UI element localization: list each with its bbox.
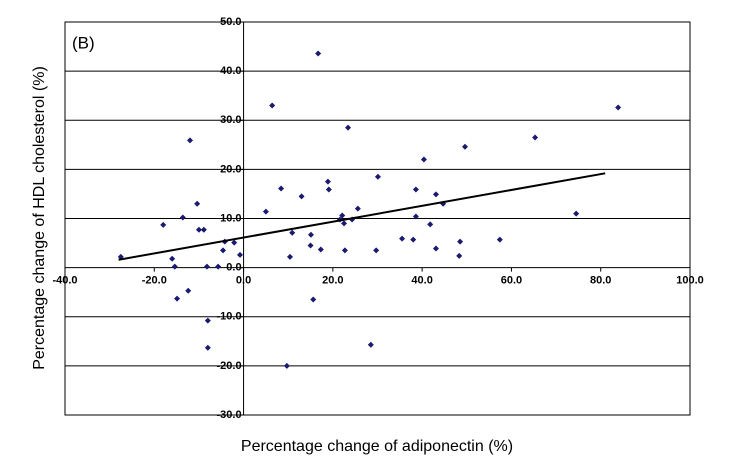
point (289, 229, 296, 236)
point (160, 221, 167, 228)
point (179, 214, 186, 221)
point (187, 137, 193, 144)
point (341, 247, 348, 254)
point (231, 239, 238, 246)
point (412, 186, 419, 193)
point (462, 143, 468, 150)
point (412, 213, 419, 220)
trendline (118, 172, 606, 261)
point (325, 186, 332, 193)
point (204, 344, 211, 351)
y-axis-label: Percentage change of HDL cholesterol (%) (31, 66, 48, 370)
x-tick-label: 0.0 (236, 275, 251, 287)
point (195, 226, 202, 233)
point (373, 247, 380, 254)
point (171, 263, 178, 270)
y-tick-label: 10.0 (220, 212, 241, 224)
y-tick-label: 30.0 (220, 114, 241, 126)
point (287, 253, 293, 260)
point (432, 191, 439, 198)
point (298, 193, 305, 200)
point (427, 221, 434, 228)
point (283, 362, 290, 369)
point (269, 102, 276, 109)
point (410, 236, 417, 243)
point (215, 263, 222, 270)
point (174, 295, 181, 302)
y-tick-label: 40.0 (220, 65, 241, 77)
point (203, 263, 210, 270)
point (200, 226, 207, 233)
point (169, 255, 176, 262)
y-tick-label: 20.0 (220, 163, 241, 175)
point (367, 341, 374, 348)
point (573, 210, 580, 217)
point (310, 296, 317, 303)
x-tick-label: -40.0 (52, 275, 77, 287)
point (262, 208, 269, 215)
point (315, 50, 322, 57)
y-tick-label: 50.0 (220, 16, 241, 28)
point (237, 251, 243, 258)
point (399, 235, 406, 242)
point (194, 200, 201, 207)
point (532, 134, 539, 141)
x-tick-label: 60.0 (501, 275, 522, 287)
y-tick-label: -30.0 (216, 409, 241, 421)
point (278, 185, 285, 192)
point (345, 124, 352, 131)
point (324, 178, 331, 185)
point (317, 246, 324, 253)
point (457, 238, 464, 245)
point (185, 287, 192, 294)
point (374, 173, 381, 180)
x-tick-label: -20.0 (142, 275, 167, 287)
y-tick-label: -20.0 (216, 360, 241, 372)
point (420, 156, 427, 163)
point (339, 212, 346, 219)
point (204, 317, 211, 324)
point (341, 220, 348, 227)
point (615, 104, 622, 111)
point (354, 205, 361, 212)
x-axis-label: Percentage change of adiponectin (%) (241, 438, 513, 455)
point (432, 245, 439, 252)
y-tick-label: 0.0 (226, 262, 241, 274)
x-tick-label: 20.0 (322, 275, 343, 287)
point (307, 242, 314, 249)
x-tick-label: 40.0 (411, 275, 432, 287)
point (456, 252, 463, 259)
y-tick-label: -10.0 (216, 311, 241, 323)
x-tick-label: 100.0 (676, 275, 704, 287)
x-tick-label: 80.0 (590, 275, 611, 287)
point (496, 236, 503, 243)
annotation: (B) (72, 33, 95, 52)
point (220, 247, 227, 254)
point (307, 231, 314, 238)
